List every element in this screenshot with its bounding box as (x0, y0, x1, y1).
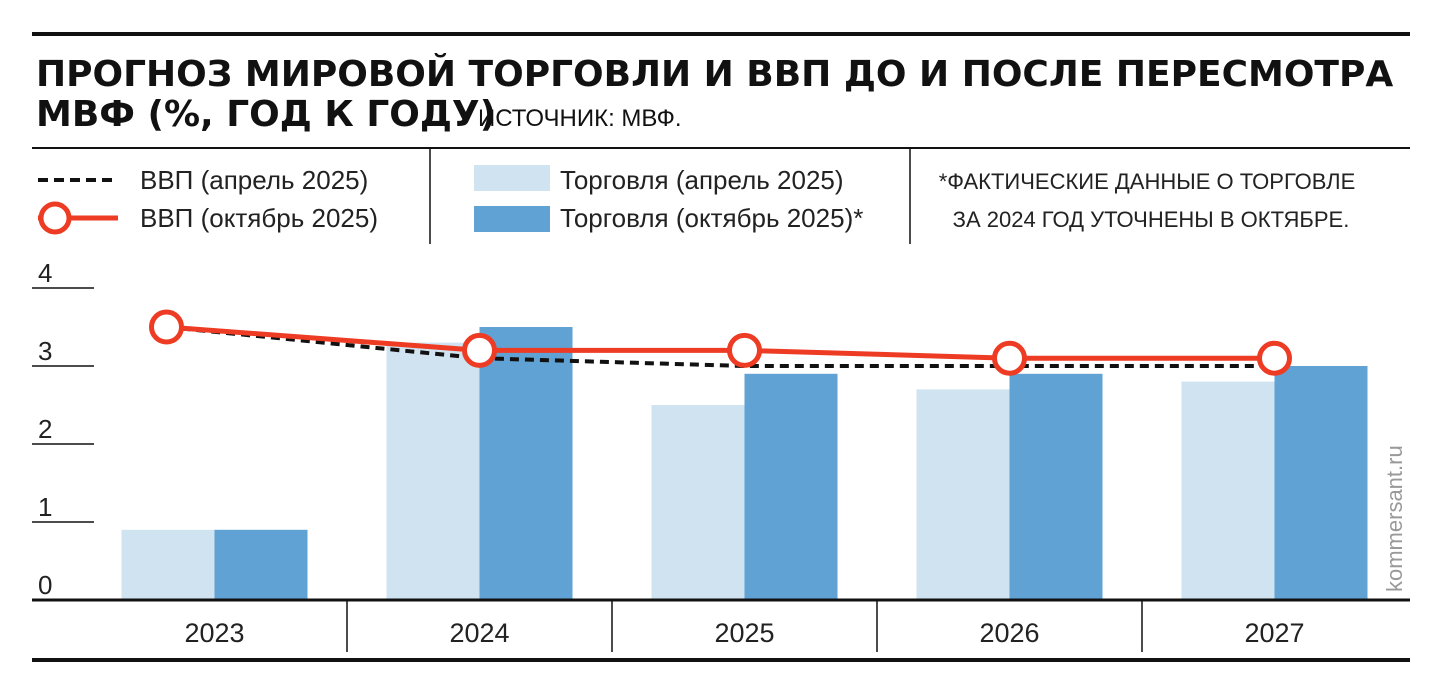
y-tick-label: 3 (38, 336, 52, 366)
bars (121, 327, 1368, 600)
gdp-lines (149, 309, 1292, 376)
note-line1: *ФАКТИЧЕСКИЕ ДАННЫЕ О ТОРГОВЛЕ (939, 169, 1356, 194)
legend-trade-october-label: Торговля (октябрь 2025)* (560, 203, 863, 233)
y-tick-label: 1 (38, 492, 52, 522)
bar-trade-october (1009, 373, 1103, 600)
credit-label: kommersant.ru (1382, 445, 1407, 592)
legend-gdp-october-label: ВВП (октябрь 2025) (140, 203, 378, 233)
y-tick-label: 2 (38, 414, 52, 444)
point-gdp-october (992, 340, 1027, 376)
legend-trade-april-swatch (474, 165, 550, 191)
x-tick-label: 2024 (449, 618, 509, 648)
legend-trade-april-label: Торговля (апрель 2025) (560, 165, 844, 195)
point-gdp-october (462, 332, 497, 368)
bar-trade-october (1274, 366, 1368, 600)
y-axis-ticks: 0 1 2 3 4 (32, 258, 94, 600)
point-gdp-october (149, 309, 184, 345)
bar-trade-april (1181, 381, 1275, 600)
line-gdp-april (166, 325, 1275, 368)
x-axis: 2023 2024 2025 2026 2027 (32, 598, 1410, 652)
bar-trade-april (916, 389, 1010, 600)
source-label: ИСТОЧНИК: МВФ. (478, 105, 682, 132)
x-tick-label: 2027 (1244, 618, 1304, 648)
x-tick-label: 2023 (184, 618, 244, 648)
x-tick-label: 2026 (979, 618, 1039, 648)
bar-trade-april (651, 405, 745, 600)
legend-gdp-october-marker (38, 201, 72, 235)
bar-trade-april (121, 529, 215, 600)
y-tick-label: 4 (38, 258, 52, 288)
legend-trade-october-swatch (474, 206, 550, 232)
note-line2: ЗА 2024 ГОД УТОЧНЕНЫ В ОКТЯБРЕ. (953, 207, 1350, 232)
point-gdp-october (1257, 340, 1292, 376)
chart-title-line1: ПРОГНОЗ МИРОВОЙ ТОРГОВЛИ И ВВП ДО И ПОСЛ… (36, 53, 1393, 95)
chart-title-line2: МВФ (%, ГОД К ГОДУ) (36, 94, 496, 135)
bar-trade-october (214, 529, 308, 600)
legend-gdp-april-label: ВВП (апрель 2025) (140, 165, 368, 195)
bar-trade-april (386, 342, 480, 600)
point-gdp-october (727, 332, 762, 368)
x-tick-label: 2025 (714, 618, 774, 648)
bar-trade-october (744, 373, 838, 600)
y-tick-label: 0 (38, 570, 52, 600)
bar-trade-october (479, 327, 573, 600)
